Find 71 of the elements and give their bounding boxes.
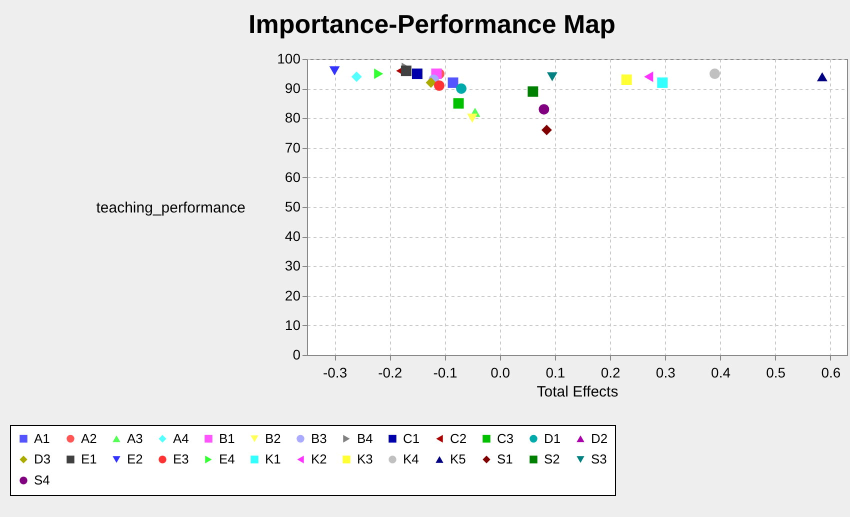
- point: [329, 66, 340, 76]
- point: [541, 124, 552, 136]
- legend-label: B3: [311, 430, 327, 446]
- y-tick-label: 10: [284, 316, 301, 333]
- x-tick-label: 0.2: [600, 364, 621, 380]
- x-tick-label: 0.3: [656, 364, 676, 380]
- y-tick-label: 70: [284, 139, 301, 156]
- point: [816, 72, 828, 82]
- point: [710, 68, 720, 80]
- point: [546, 72, 558, 82]
- legend-label: B4: [357, 430, 373, 446]
- legend-label: S3: [591, 452, 607, 466]
- chart-title: Importance-Performance Map: [248, 9, 616, 39]
- point: [351, 72, 362, 82]
- point: [538, 104, 550, 115]
- point: [374, 68, 384, 80]
- legend-label: A3: [127, 430, 143, 446]
- x-axis-title: Total Effects: [536, 384, 618, 400]
- legend-label: S4: [34, 472, 50, 488]
- x-tick-label: 0.6: [821, 364, 841, 380]
- x-tick-label: -0.2: [378, 364, 402, 380]
- legend-label: E1: [81, 452, 97, 466]
- legend-label: K3: [357, 452, 373, 466]
- y-tick-label: 90: [284, 80, 301, 96]
- legend-label: B1: [219, 430, 235, 446]
- legend-label: K1: [265, 452, 281, 466]
- point: [657, 77, 668, 88]
- point: [528, 86, 538, 97]
- legend-label: E3: [173, 452, 189, 466]
- point: [426, 77, 436, 88]
- point: [621, 74, 632, 85]
- legend-label: K4: [403, 452, 419, 466]
- y-axis-title: teaching_performance: [96, 200, 246, 216]
- point: [453, 98, 464, 109]
- legend-label: A4: [173, 430, 189, 446]
- legend-label: S1: [497, 452, 513, 466]
- x-tick-label: -0.3: [322, 364, 348, 380]
- y-tick-label: 20: [284, 287, 301, 304]
- legend-label: A2: [81, 430, 97, 446]
- legend-label: C1: [403, 430, 420, 446]
- y-tick-label: 80: [284, 110, 301, 126]
- x-tick-label: 0.4: [711, 364, 731, 380]
- legend-label: D1: [544, 430, 561, 446]
- point: [467, 114, 478, 123]
- legend-label: D3: [34, 452, 51, 466]
- point: [448, 77, 458, 88]
- point: [400, 66, 412, 76]
- point: [412, 68, 422, 80]
- x-tick-label: 0.0: [490, 364, 510, 380]
- legend-label: E2: [127, 452, 143, 466]
- x-tick-label: -0.1: [433, 364, 458, 380]
- legend-label: K5: [450, 452, 466, 466]
- legend-label: D2: [591, 430, 608, 446]
- point: [456, 83, 467, 94]
- y-tick-label: 30: [284, 258, 301, 274]
- point: [434, 80, 444, 91]
- legend-label: C3: [497, 430, 514, 446]
- y-tick-label: 50: [284, 198, 301, 214]
- legend-label: A1: [34, 430, 50, 446]
- y-tick-label: 0: [292, 346, 301, 362]
- legend-label: C2: [450, 430, 467, 446]
- x-tick-label: 0.5: [766, 364, 786, 380]
- legend-label: S2: [544, 452, 560, 466]
- x-tick-label: 0.1: [546, 364, 566, 380]
- legend-label: B2: [265, 430, 281, 446]
- point: [644, 72, 654, 82]
- legend-label: K2: [311, 452, 327, 466]
- y-tick-label: 40: [284, 228, 301, 244]
- legend-label: E4: [219, 452, 235, 466]
- y-tick-label: 100: [277, 50, 301, 66]
- y-tick-label: 60: [284, 168, 301, 185]
